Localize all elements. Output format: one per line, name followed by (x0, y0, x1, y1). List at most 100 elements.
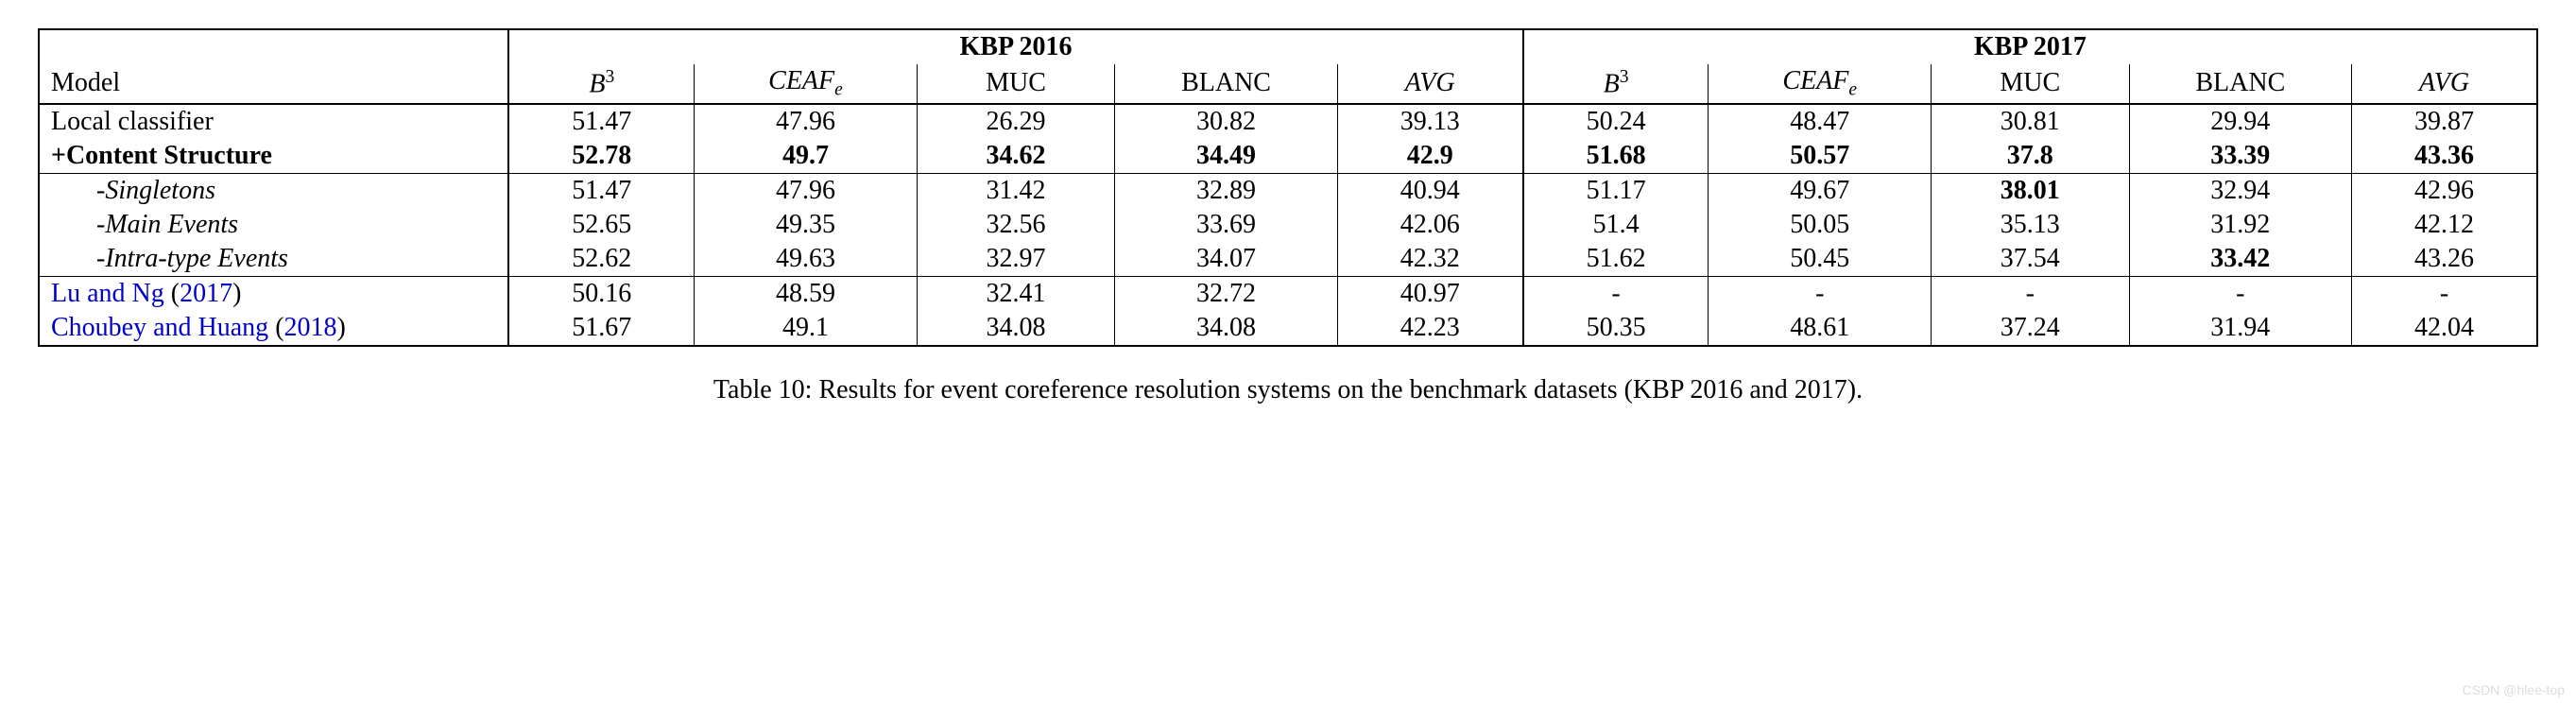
cell-content-k17-avg: 43.36 (2352, 139, 2537, 174)
cell-content-k17-muc: 37.8 (1932, 139, 2129, 174)
cell-singletons-k17-blanc: 32.94 (2129, 173, 2352, 208)
header-ceafe-2016: CEAFe (695, 64, 918, 104)
header-blanc-2016: BLANC (1115, 64, 1338, 104)
row-singletons: -Singletons 51.47 47.96 31.42 32.89 40.9… (39, 173, 2537, 208)
cell-content-k17-ceafe: 50.57 (1709, 139, 1932, 174)
cell-lung-k16-b3: 50.16 (508, 276, 694, 311)
cell-intratype-k17-blanc: 33.42 (2129, 242, 2352, 277)
header-model: Model (39, 64, 508, 104)
cell-lung-k16-muc: 32.41 (917, 276, 1114, 311)
cell-mainevents-k16-avg: 42.06 (1337, 208, 1522, 242)
cell-lung-k16-ceafe: 48.59 (695, 276, 918, 311)
row-lu-ng: Lu and Ng (2017) 50.16 48.59 32.41 32.72… (39, 276, 2537, 311)
cell-intratype-k16-avg: 42.32 (1337, 242, 1522, 277)
cell-singletons-k16-muc: 31.42 (917, 173, 1114, 208)
cell-intratype-k16-blanc: 34.07 (1115, 242, 1338, 277)
cell-intratype-k17-avg: 43.26 (2352, 242, 2537, 277)
cell-singletons-label: -Singletons (39, 173, 508, 208)
cell-choubey-k16-muc: 34.08 (917, 311, 1114, 346)
table-caption: Table 10: Results for event coreference … (38, 375, 2538, 405)
row-choubey-huang: Choubey and Huang (2018) 51.67 49.1 34.0… (39, 311, 2537, 346)
header-avg-2016: AVG (1337, 64, 1522, 104)
cell-local-k17-avg: 39.87 (2352, 104, 2537, 139)
cell-mainevents-k17-b3: 51.4 (1523, 208, 1709, 242)
cell-mainevents-k16-muc: 32.56 (917, 208, 1114, 242)
cell-lung-k16-blanc: 32.72 (1115, 276, 1338, 311)
header-muc-2016: MUC (917, 64, 1114, 104)
cell-intratype-k16-ceafe: 49.63 (695, 242, 918, 277)
cell-mainevents-k17-muc: 35.13 (1932, 208, 2129, 242)
cell-intratype-k17-b3: 51.62 (1523, 242, 1709, 277)
cell-choubey-k17-b3: 50.35 (1523, 311, 1709, 346)
cell-local-label: Local classifier (39, 104, 508, 139)
cell-local-k16-ceafe: 47.96 (695, 104, 918, 139)
cell-lung-k17-muc: - (1932, 276, 2129, 311)
cell-local-k16-avg: 39.13 (1337, 104, 1522, 139)
cell-intratype-k17-muc: 37.54 (1932, 242, 2129, 277)
cell-singletons-k17-b3: 51.17 (1523, 173, 1709, 208)
cell-intratype-k16-b3: 52.62 (508, 242, 694, 277)
cell-local-k16-blanc: 30.82 (1115, 104, 1338, 139)
header-b3-2017: B3 (1523, 64, 1709, 104)
header-kbp2016: KBP 2016 (508, 29, 1522, 64)
cell-singletons-k17-ceafe: 49.67 (1709, 173, 1932, 208)
cell-local-k17-b3: 50.24 (1523, 104, 1709, 139)
cell-intratype-label: -Intra-type Events (39, 242, 508, 277)
cell-choubey-k16-b3: 51.67 (508, 311, 694, 346)
citation-link[interactable]: Choubey and Huang (51, 313, 268, 342)
watermark: CSDN @hlee-top (2463, 682, 2565, 697)
cell-mainevents-k16-ceafe: 49.35 (695, 208, 918, 242)
header-b3-2016: B3 (508, 64, 694, 104)
header-blanc-2017: BLANC (2129, 64, 2352, 104)
cell-lung-k17-avg: - (2352, 276, 2537, 311)
cell-local-k16-b3: 51.47 (508, 104, 694, 139)
row-intratype-events: -Intra-type Events 52.62 49.63 32.97 34.… (39, 242, 2537, 277)
cell-mainevents-k17-blanc: 31.92 (2129, 208, 2352, 242)
row-main-events: -Main Events 52.65 49.35 32.56 33.69 42.… (39, 208, 2537, 242)
cell-content-k16-ceafe: 49.7 (695, 139, 918, 174)
cell-content-k16-blanc: 34.49 (1115, 139, 1338, 174)
cell-choubey-label: Choubey and Huang (2018) (39, 311, 508, 346)
row-content-structure: +Content Structure 52.78 49.7 34.62 34.4… (39, 139, 2537, 174)
cell-content-k16-avg: 42.9 (1337, 139, 1522, 174)
cell-singletons-k16-b3: 51.47 (508, 173, 694, 208)
cell-local-k17-ceafe: 48.47 (1709, 104, 1932, 139)
cell-local-k16-muc: 26.29 (917, 104, 1114, 139)
cell-content-k17-blanc: 33.39 (2129, 139, 2352, 174)
header-muc-2017: MUC (1932, 64, 2129, 104)
header-blank (39, 29, 508, 64)
cell-mainevents-k16-b3: 52.65 (508, 208, 694, 242)
cell-choubey-k16-ceafe: 49.1 (695, 311, 918, 346)
cell-choubey-k17-muc: 37.24 (1932, 311, 2129, 346)
cell-singletons-k16-avg: 40.94 (1337, 173, 1522, 208)
cell-local-k17-blanc: 29.94 (2129, 104, 2352, 139)
cell-lung-k17-ceafe: - (1709, 276, 1932, 311)
citation-year-link[interactable]: 2018 (284, 313, 337, 342)
cell-content-k16-b3: 52.78 (508, 139, 694, 174)
citation-year-link[interactable]: 2017 (180, 279, 232, 308)
header-row-2: Model B3 CEAFe MUC BLANC AVG B3 CEAFe MU… (39, 64, 2537, 104)
header-row-1: KBP 2016 KBP 2017 (39, 29, 2537, 64)
cell-mainevents-k17-avg: 42.12 (2352, 208, 2537, 242)
cell-mainevents-k16-blanc: 33.69 (1115, 208, 1338, 242)
cell-singletons-k17-muc: 38.01 (1932, 173, 2129, 208)
cell-singletons-k17-avg: 42.96 (2352, 173, 2537, 208)
cell-choubey-k16-avg: 42.23 (1337, 311, 1522, 346)
results-table: KBP 2016 KBP 2017 Model B3 CEAFe MUC BLA… (38, 28, 2538, 347)
cell-content-k17-b3: 51.68 (1523, 139, 1709, 174)
cell-mainevents-k17-ceafe: 50.05 (1709, 208, 1932, 242)
cell-lung-k17-b3: - (1523, 276, 1709, 311)
cell-content-label: +Content Structure (39, 139, 508, 174)
citation-link[interactable]: Lu and Ng (51, 279, 164, 308)
cell-content-k16-muc: 34.62 (917, 139, 1114, 174)
cell-singletons-k16-blanc: 32.89 (1115, 173, 1338, 208)
cell-mainevents-label: -Main Events (39, 208, 508, 242)
cell-intratype-k17-ceafe: 50.45 (1709, 242, 1932, 277)
row-local-classifier: Local classifier 51.47 47.96 26.29 30.82… (39, 104, 2537, 139)
header-avg-2017: AVG (2352, 64, 2537, 104)
cell-choubey-k17-ceafe: 48.61 (1709, 311, 1932, 346)
cell-singletons-k16-ceafe: 47.96 (695, 173, 918, 208)
cell-local-k17-muc: 30.81 (1932, 104, 2129, 139)
cell-lung-k17-blanc: - (2129, 276, 2352, 311)
cell-choubey-k16-blanc: 34.08 (1115, 311, 1338, 346)
